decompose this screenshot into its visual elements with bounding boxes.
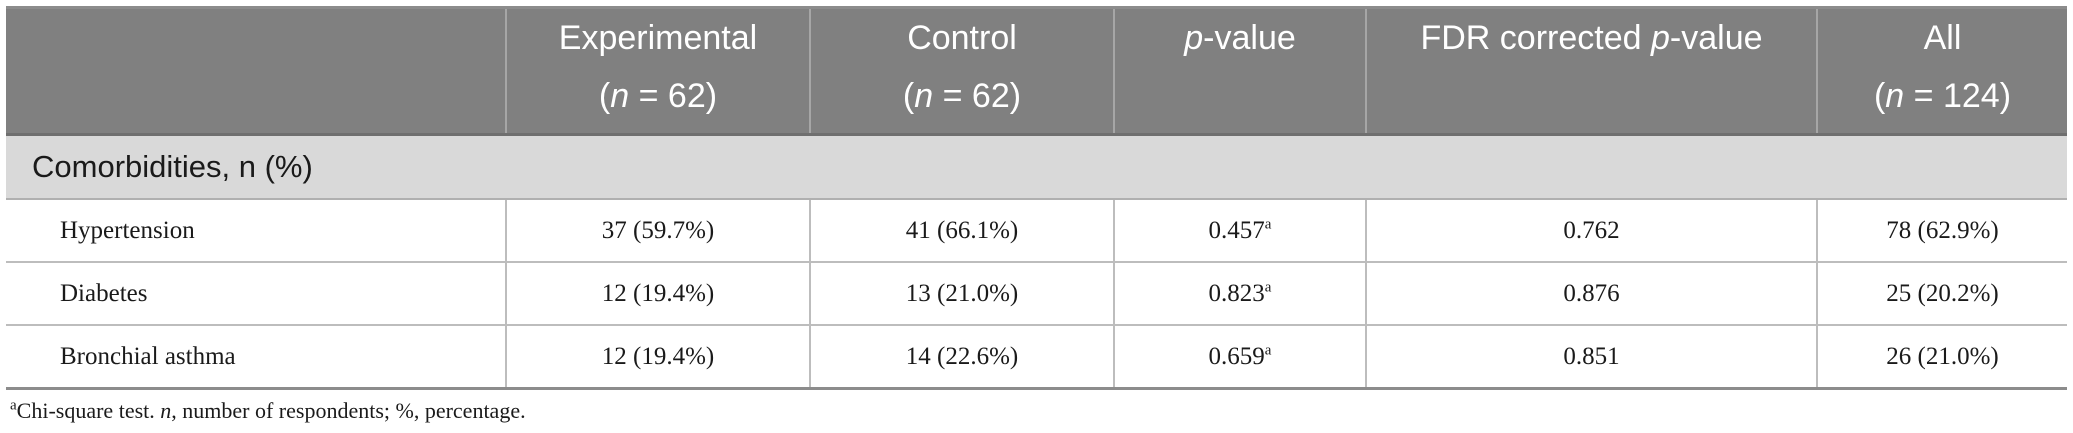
section-label: Comorbidities, n (%) xyxy=(6,134,2067,200)
comorbidities-table-container: Experimental (n = 62) Control (n = 62) p… xyxy=(6,6,2067,390)
header-fdr-pvalue: FDR corrected p-value xyxy=(1365,7,1817,135)
table-row: Diabetes 12 (19.4%) 13 (21.0%) 0.823a 0.… xyxy=(6,262,2067,326)
header-pvalue: p-value xyxy=(1113,7,1366,135)
cell-all: 25 (20.2%) xyxy=(1816,262,2067,326)
header-experimental-label: Experimental xyxy=(558,19,758,57)
row-name: Bronchial asthma xyxy=(6,325,506,390)
section-row-comorbidities: Comorbidities, n (%) xyxy=(6,134,2067,200)
header-pvalue-label: p-value xyxy=(1184,19,1296,57)
header-all-label: All xyxy=(1923,19,1962,57)
cell-control: 41 (66.1%) xyxy=(809,199,1114,263)
cell-fdr: 0.851 xyxy=(1365,325,1817,390)
cell-control: 13 (21.0%) xyxy=(809,262,1114,326)
header-fdr-label: FDR corrected p-value xyxy=(1420,19,1763,57)
header-control-n: (n = 62) xyxy=(902,77,1022,115)
table-header-row: Experimental (n = 62) Control (n = 62) p… xyxy=(6,7,2067,135)
header-experimental-n: (n = 62) xyxy=(598,77,718,115)
cell-fdr: 0.876 xyxy=(1365,262,1817,326)
header-control-label: Control xyxy=(907,19,1017,57)
row-name: Diabetes xyxy=(6,262,506,326)
comorbidities-table: Experimental (n = 62) Control (n = 62) p… xyxy=(6,6,2067,390)
cell-pvalue: 0.457a xyxy=(1113,199,1366,263)
cell-pvalue: 0.823a xyxy=(1113,262,1366,326)
cell-experimental: 12 (19.4%) xyxy=(505,325,810,390)
cell-all: 78 (62.9%) xyxy=(1816,199,2067,263)
table-row: Bronchial asthma 12 (19.4%) 14 (22.6%) 0… xyxy=(6,325,2067,390)
header-all: All (n = 124) xyxy=(1816,7,2067,135)
cell-experimental: 12 (19.4%) xyxy=(505,262,810,326)
cell-fdr: 0.762 xyxy=(1365,199,1817,263)
header-experimental: Experimental (n = 62) xyxy=(505,7,810,135)
header-all-n: (n = 124) xyxy=(1873,77,2012,115)
cell-pvalue: 0.659a xyxy=(1113,325,1366,390)
table-row: Hypertension 37 (59.7%) 41 (66.1%) 0.457… xyxy=(6,199,2067,263)
cell-all: 26 (21.0%) xyxy=(1816,325,2067,390)
cell-experimental: 37 (59.7%) xyxy=(505,199,810,263)
header-empty-cell xyxy=(6,7,506,135)
row-name: Hypertension xyxy=(6,199,506,263)
cell-control: 14 (22.6%) xyxy=(809,325,1114,390)
header-control: Control (n = 62) xyxy=(809,7,1114,135)
table-footnote: aChi-square test. n, number of responden… xyxy=(10,397,526,423)
